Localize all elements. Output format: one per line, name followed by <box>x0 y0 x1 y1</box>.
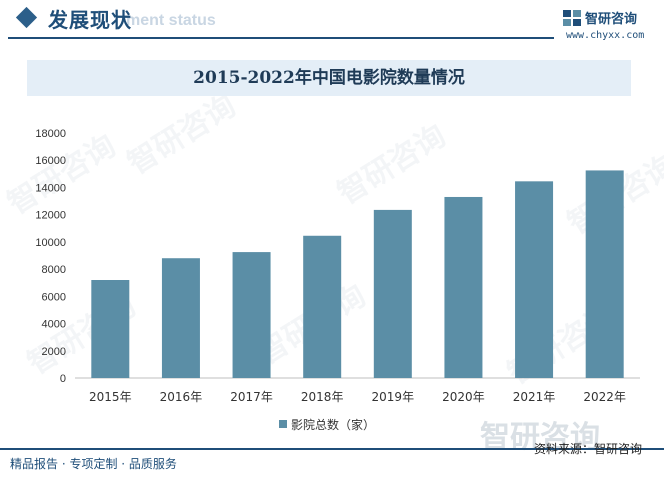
brand-name: 智研咨询 <box>585 12 638 27</box>
y-tick-label: 8000 <box>42 264 66 276</box>
header-ghost-text: ment status <box>126 12 216 29</box>
x-tick-label: 2020年 <box>442 390 485 404</box>
x-tick-label: 2018年 <box>301 390 344 404</box>
x-axis: 2015年 2016年 2017年 2018年 2019年 2020年 2021年 2022年 <box>89 390 626 404</box>
chart-title-banner: 2015-2022年中国电影院数量情况 <box>27 60 631 96</box>
bar <box>444 196 483 378</box>
brand-url: www.chyxx.com <box>566 30 645 41</box>
source-note: 资料来源：智研咨询 <box>534 442 643 456</box>
bar <box>161 258 200 378</box>
bar <box>585 170 624 378</box>
x-tick-label: 2019年 <box>372 390 415 404</box>
y-tick-label: 14000 <box>35 182 66 194</box>
page-title: 发展现状 <box>48 8 132 32</box>
bar-series <box>91 170 624 378</box>
chart-title: 2015-2022年中国电影院数量情况 <box>193 68 465 88</box>
y-tick-label: 18000 <box>35 128 66 140</box>
brand-logo-icon <box>563 10 581 26</box>
y-tick-label: 6000 <box>42 291 66 303</box>
legend-label: 影院总数（家） <box>291 417 375 432</box>
y-axis: 0 2000 4000 6000 8000 10000 12000 14000 16000 180… <box>35 128 66 385</box>
footer-divider <box>0 448 664 450</box>
y-tick-label: 4000 <box>42 319 66 331</box>
bar <box>303 235 342 378</box>
y-tick-label: 0 <box>60 373 66 385</box>
y-tick-label: 16000 <box>35 155 66 167</box>
page-header: ment status 发展现状 智研咨询 www.chyxx.com <box>0 0 664 42</box>
x-tick-label: 2016年 <box>160 390 203 404</box>
bar <box>515 181 554 378</box>
x-tick-label: 2017年 <box>230 390 273 404</box>
bar <box>91 280 130 378</box>
y-tick-label: 2000 <box>42 346 66 358</box>
bar <box>232 252 271 378</box>
y-tick-label: 10000 <box>35 237 66 249</box>
legend-swatch <box>279 420 287 428</box>
x-tick-label: 2015年 <box>89 390 132 404</box>
y-tick-label: 12000 <box>35 210 66 222</box>
x-tick-label: 2022年 <box>583 390 626 404</box>
bar <box>373 209 412 378</box>
legend: 影院总数（家） <box>279 417 375 432</box>
header-divider <box>8 37 554 39</box>
footer-slogan: 精品报告 · 专项定制 · 品质服务 <box>10 457 177 471</box>
x-tick-label: 2021年 <box>513 390 556 404</box>
